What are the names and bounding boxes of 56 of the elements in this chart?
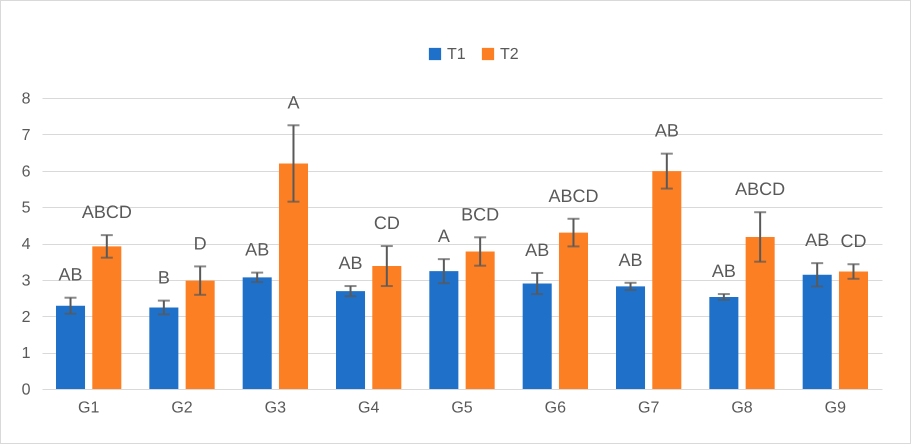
bar — [372, 266, 402, 389]
bar — [429, 271, 458, 389]
x-tick-label: G2 — [171, 400, 193, 416]
y-tick-label: 0 — [22, 382, 31, 398]
bar — [709, 296, 738, 389]
annotation: CD — [840, 231, 866, 252]
y-tick-label: 3 — [22, 272, 31, 290]
annotation: AB — [245, 240, 270, 260]
annotation: A — [438, 226, 450, 246]
bar — [56, 306, 86, 389]
x-tick-label: G7 — [638, 400, 660, 416]
bar — [558, 232, 588, 389]
legend-label: T2 — [500, 46, 519, 63]
annotation: AB — [525, 240, 550, 260]
bar — [802, 274, 832, 389]
annotation: CD — [374, 213, 400, 234]
annotation: AB — [618, 250, 643, 270]
bar — [242, 277, 272, 389]
x-tick-label: G3 — [264, 400, 286, 416]
x-tick-label: G4 — [358, 400, 380, 416]
annotation: AB — [338, 253, 363, 274]
y-tick-label: 8 — [22, 90, 31, 108]
y-tick-label: 4 — [22, 236, 31, 253]
bar — [278, 163, 308, 389]
annotation: AB — [654, 120, 679, 141]
bar — [149, 308, 178, 389]
y-tick-label: 6 — [22, 163, 31, 180]
annotation: D — [194, 233, 207, 254]
annotation: AB — [805, 230, 830, 250]
bar — [616, 286, 646, 389]
bar — [838, 272, 868, 389]
y-tick-label: 1 — [22, 345, 31, 362]
annotation: ABCD — [735, 179, 786, 200]
bar — [92, 246, 122, 389]
x-tick-label: G5 — [451, 400, 473, 416]
annotation: B — [158, 268, 170, 288]
bar — [466, 252, 495, 389]
bar — [652, 171, 682, 389]
annotation: AB — [58, 264, 83, 285]
annotation: ABCD — [82, 202, 132, 222]
bar — [336, 291, 366, 389]
annotation: AB — [712, 261, 736, 282]
annotation: BCD — [461, 204, 500, 224]
bar — [186, 280, 215, 389]
bar — [522, 284, 552, 389]
legend-label: T1 — [447, 46, 466, 63]
annotation: A — [287, 92, 300, 112]
y-tick-label: 2 — [22, 308, 31, 326]
bar — [746, 236, 775, 389]
y-tick-label: 7 — [22, 126, 31, 144]
x-tick-label: G6 — [544, 400, 566, 416]
annotation: ABCD — [548, 186, 598, 206]
x-tick-label: G1 — [78, 400, 100, 416]
x-tick-label: G9 — [824, 400, 846, 416]
x-tick-label: G8 — [731, 400, 753, 416]
y-tick-label: 5 — [22, 200, 31, 217]
